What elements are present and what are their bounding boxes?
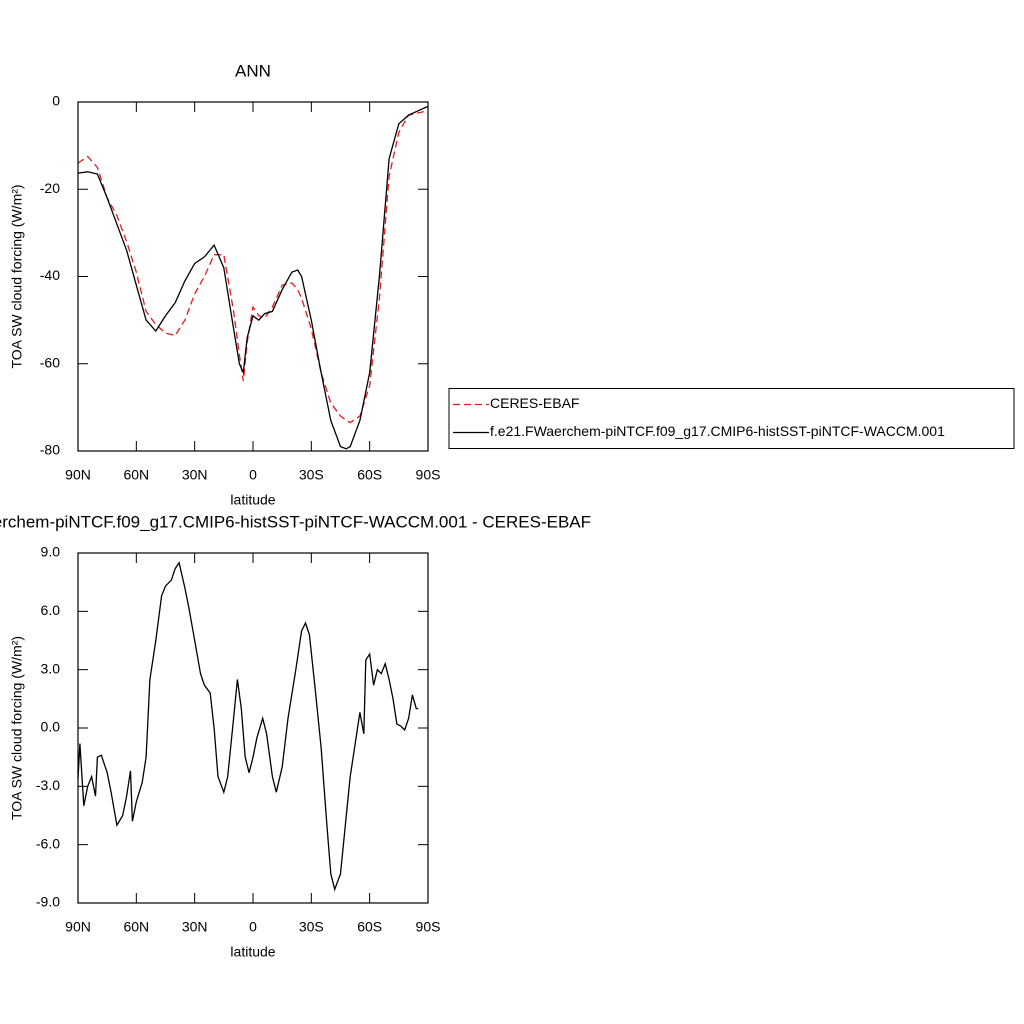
chart-title: ANN bbox=[235, 61, 271, 80]
x-tick-label: 90N bbox=[65, 467, 91, 483]
y-tick-label: 6.0 bbox=[41, 602, 61, 618]
data-line bbox=[77, 105, 429, 450]
y-tick-label: -80 bbox=[40, 442, 60, 458]
x-tick-label: 90S bbox=[416, 467, 441, 483]
x-tick-label: 30S bbox=[299, 467, 324, 483]
x-tick-label: 0 bbox=[249, 919, 257, 935]
x-tick-label: 30N bbox=[182, 467, 208, 483]
y-axis-label: TOA SW cloud forcing (W/m²) bbox=[9, 636, 25, 820]
data-line bbox=[77, 561, 419, 892]
y-tick-label: -40 bbox=[40, 267, 60, 283]
chart-title: f.e21.FWaerchem-piNTCF.f09_g17.CMIP6-his… bbox=[0, 512, 591, 531]
y-tick-label: -20 bbox=[40, 180, 60, 196]
y-tick-label: 0 bbox=[52, 93, 60, 109]
x-tick-label: 30N bbox=[182, 919, 208, 935]
y-tick-label: 3.0 bbox=[41, 660, 61, 676]
legend-box bbox=[448, 388, 1015, 449]
y-tick-label: -3.0 bbox=[36, 777, 60, 793]
x-axis-label: latitude bbox=[230, 492, 275, 508]
x-tick-label: 90N bbox=[65, 919, 91, 935]
x-tick-label: 60S bbox=[357, 919, 382, 935]
y-tick-label: 9.0 bbox=[41, 544, 61, 560]
y-tick-label: -6.0 bbox=[36, 835, 60, 851]
y-tick-label: -9.0 bbox=[36, 894, 60, 910]
x-tick-label: 90S bbox=[416, 919, 441, 935]
legend-label: f.e21.FWaerchem-piNTCF.f09_g17.CMIP6-his… bbox=[490, 423, 945, 439]
plot-frame bbox=[77, 552, 429, 904]
x-tick-label: 60S bbox=[357, 467, 382, 483]
y-tick-label: 0.0 bbox=[41, 719, 61, 735]
legend-label: CERES-EBAF bbox=[490, 395, 579, 411]
x-tick-label: 0 bbox=[249, 467, 257, 483]
x-axis-label: latitude bbox=[230, 944, 275, 960]
x-tick-label: 30S bbox=[299, 919, 324, 935]
x-tick-label: 60N bbox=[123, 919, 149, 935]
y-tick-label: -60 bbox=[40, 354, 60, 370]
plot-frame bbox=[77, 101, 429, 452]
y-axis-label: TOA SW cloud forcing (W/m²) bbox=[9, 184, 25, 368]
x-tick-label: 60N bbox=[123, 467, 149, 483]
